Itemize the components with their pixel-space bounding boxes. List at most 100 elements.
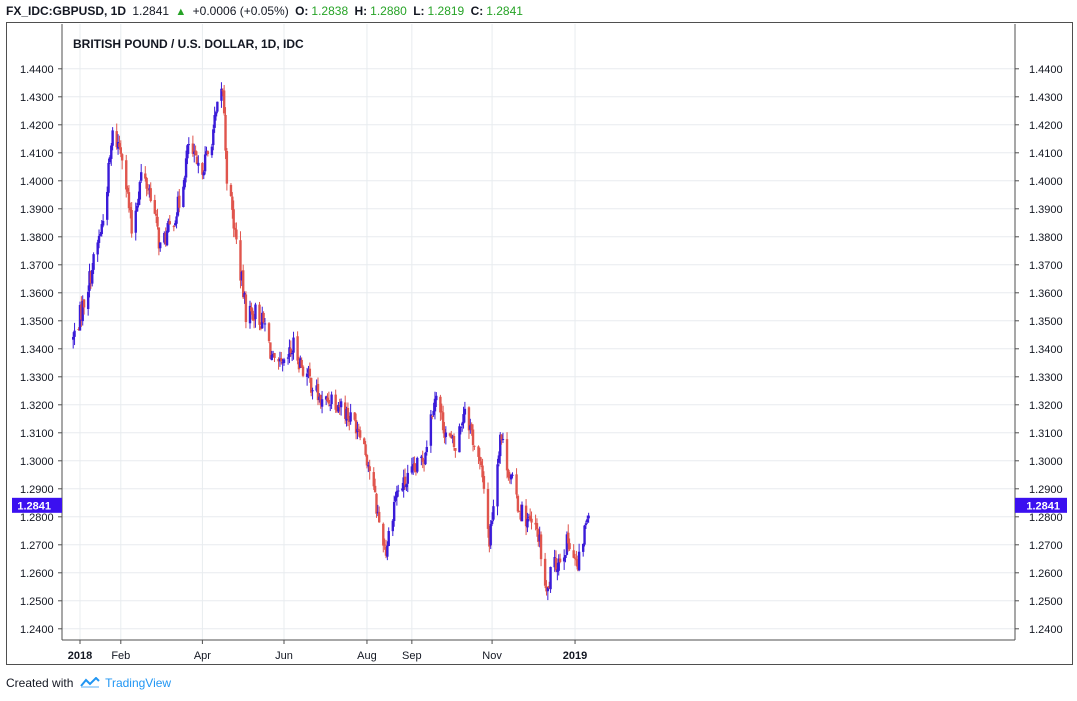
candle-body (163, 232, 166, 243)
y-tick-label-left: 1.3400 (20, 344, 54, 356)
candle-down (519, 504, 522, 522)
candle-up (420, 454, 423, 466)
candle-down (296, 331, 299, 365)
candle-down (77, 327, 80, 331)
candle-body (292, 337, 295, 353)
candle-body (107, 162, 110, 193)
candle-down (365, 453, 369, 469)
candle-up (562, 549, 566, 570)
candle-up (315, 379, 318, 393)
candle-down (558, 553, 562, 564)
candle-body (174, 223, 177, 226)
candle-body (119, 147, 122, 154)
candle-body (546, 587, 550, 592)
candle-body (110, 145, 113, 159)
candle-down (206, 150, 210, 157)
candle-body (195, 156, 199, 165)
tradingview-logo-icon[interactable] (79, 676, 100, 688)
candle-down (528, 508, 532, 521)
candle-down (115, 123, 118, 150)
candle-body (78, 305, 82, 331)
candle-body (210, 146, 214, 156)
candle-down (344, 395, 347, 424)
candle-down (441, 405, 445, 434)
candle-body (202, 172, 205, 176)
candle-down (368, 459, 371, 480)
candle-body (243, 292, 246, 298)
y-tick-label-right: 1.2600 (1029, 568, 1063, 580)
candle-up (107, 158, 110, 197)
candle-up (99, 231, 102, 237)
candle-up (167, 218, 170, 233)
candle-down (149, 182, 152, 203)
candle-body (543, 558, 547, 586)
candle-body (96, 242, 99, 255)
candle-up (216, 101, 219, 114)
candle-body (232, 209, 235, 229)
y-tick-label-right: 1.3000 (1029, 456, 1063, 468)
candle-up (110, 142, 113, 166)
candle-up (261, 306, 264, 329)
close-label: C: (470, 4, 484, 18)
candle-body (233, 227, 237, 230)
candle-up (108, 155, 112, 165)
candle-down (119, 140, 122, 158)
candle-up (292, 331, 295, 360)
candle-body (515, 474, 518, 495)
candle-body (509, 474, 513, 480)
candle-down (470, 422, 473, 436)
candle-up (511, 472, 514, 479)
candle-body (345, 408, 348, 421)
candle-down (357, 423, 360, 437)
candle-down (471, 424, 475, 452)
candle-body (224, 114, 227, 151)
candle-body (349, 412, 352, 422)
candle-body (297, 361, 301, 370)
candle-down (403, 468, 407, 490)
y-tick-label-left: 1.2800 (20, 512, 54, 524)
candle-down (576, 555, 579, 572)
candle-up (376, 504, 380, 517)
candle-up (549, 566, 552, 593)
candle-down (297, 356, 301, 373)
candle-body (212, 129, 215, 146)
y-tick-label-left: 1.3800 (20, 232, 54, 244)
candle-body (577, 551, 581, 571)
candle-body (271, 353, 275, 357)
candle-up (584, 520, 588, 529)
candle-down (231, 192, 234, 219)
candle-body (471, 429, 475, 445)
chart-frame[interactable] (6, 22, 1073, 665)
candle-body (425, 446, 428, 453)
candle-body (500, 434, 503, 441)
candle-body (77, 328, 80, 330)
candle-body (490, 520, 494, 525)
y-tick-label-left: 1.4300 (20, 92, 54, 104)
candle-body (222, 90, 226, 114)
candle-body (412, 464, 415, 468)
candle-body (384, 546, 388, 556)
symbol-label[interactable]: FX_IDC:GBPUSD, 1D (6, 4, 127, 18)
candle-body (319, 394, 322, 406)
high-value: 1.2880 (370, 4, 407, 18)
candle-body (458, 426, 461, 453)
candle-body (387, 531, 390, 547)
candle-body (488, 527, 491, 547)
candle-body (242, 270, 245, 298)
candle-up (182, 180, 185, 208)
y-tick-label-left: 1.4400 (20, 64, 54, 76)
candle-body (460, 423, 464, 426)
candle-down (548, 581, 551, 589)
candle-up (271, 350, 275, 358)
candle-down (262, 311, 265, 324)
candle-down (153, 194, 156, 215)
candle-up (397, 484, 400, 497)
candle-down (575, 550, 578, 567)
candle-down (242, 264, 245, 299)
candle-down (545, 580, 548, 596)
candle-body (320, 399, 324, 407)
candle-up (212, 124, 215, 151)
tradingview-link[interactable]: TradingView (105, 676, 172, 690)
symbol-header: FX_IDC:GBPUSD, 1D 1.2841 ▲ +0.0006 (+0.0… (6, 4, 526, 22)
